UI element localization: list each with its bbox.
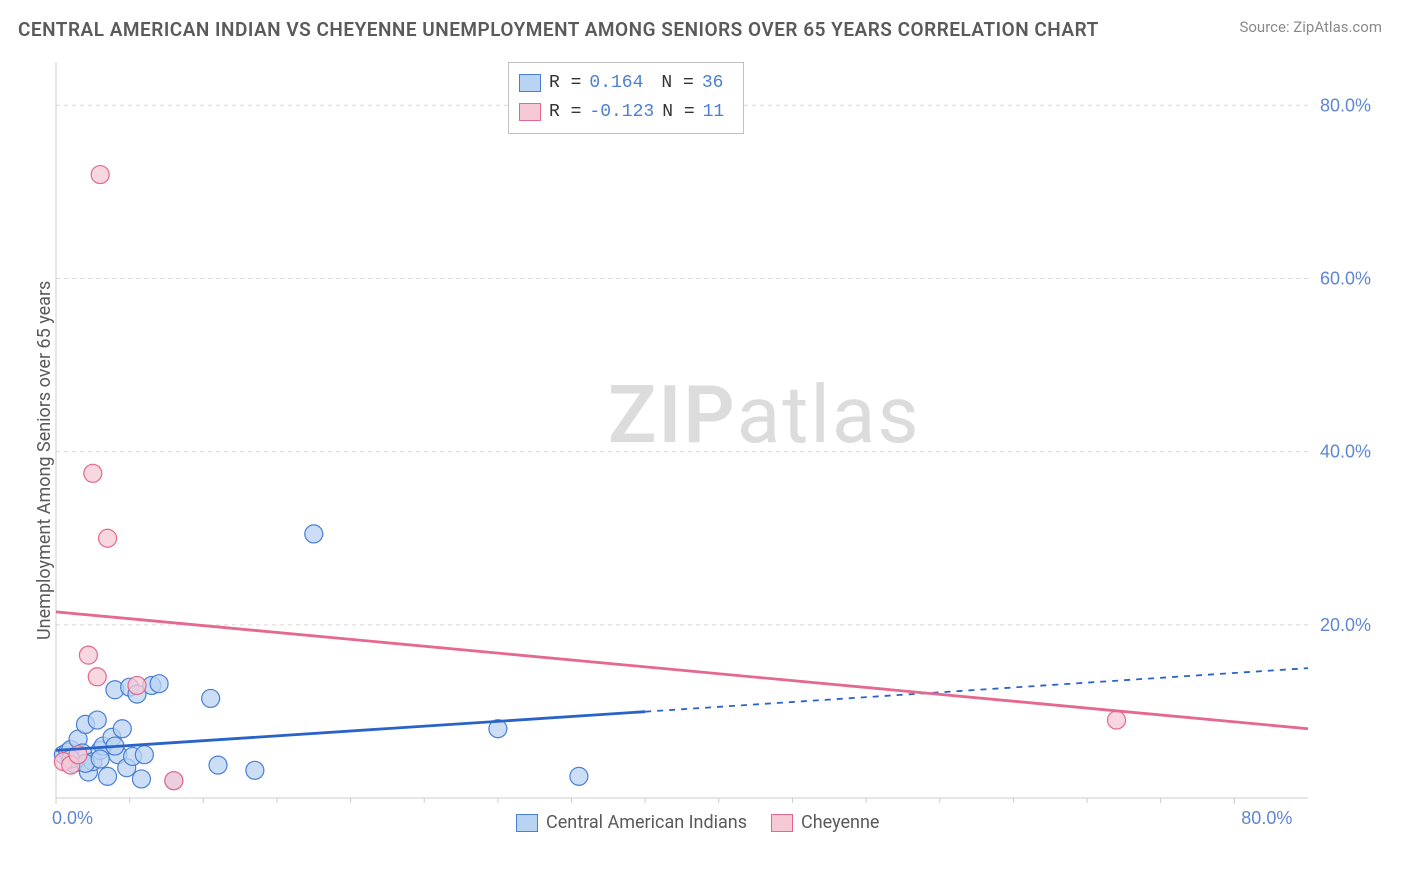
chart-title: CENTRAL AMERICAN INDIAN VS CHEYENNE UNEM… xyxy=(18,18,1099,41)
n-value: 11 xyxy=(703,98,733,127)
legend-swatch xyxy=(516,814,538,832)
legend-item: Cheyenne xyxy=(771,812,879,833)
legend-swatch xyxy=(771,814,793,832)
series-swatch xyxy=(519,74,541,92)
svg-text:40.0%: 40.0% xyxy=(1320,442,1371,462)
legend-label: Cheyenne xyxy=(801,812,879,833)
n-label: N = xyxy=(662,98,694,127)
r-label: R = xyxy=(549,98,581,127)
series-legend: Central American Indians Cheyenne xyxy=(516,812,879,833)
stats-row: R = 0.164 N = 36 xyxy=(519,69,733,98)
stats-row: R = -0.123 N = 11 xyxy=(519,98,733,127)
svg-text:80.0%: 80.0% xyxy=(1241,808,1292,828)
r-value: 0.164 xyxy=(589,69,653,98)
scatter-chart: 20.0% 40.0% 60.0% 80.0% 0.0% 80.0% xyxy=(48,58,1388,838)
r-value: -0.123 xyxy=(589,98,654,127)
series-swatch xyxy=(519,103,541,121)
n-value: 36 xyxy=(702,69,732,98)
r-label: R = xyxy=(549,69,581,98)
legend-label: Central American Indians xyxy=(546,812,747,833)
correlation-stats-box: R =0.164N =36R =-0.123N =11 xyxy=(508,62,744,134)
svg-text:80.0%: 80.0% xyxy=(1320,95,1371,115)
svg-text:0.0%: 0.0% xyxy=(52,808,93,828)
n-label: N = xyxy=(661,69,693,98)
svg-text:20.0%: 20.0% xyxy=(1320,615,1371,635)
svg-text:60.0%: 60.0% xyxy=(1320,268,1371,288)
plot-area: 20.0%40.0%60.0%80.0%0.0%80.0% ZIPatlas R… xyxy=(48,58,1388,838)
source-attribution: Source: ZipAtlas.com xyxy=(1239,18,1382,36)
legend-item: Central American Indians xyxy=(516,812,747,833)
